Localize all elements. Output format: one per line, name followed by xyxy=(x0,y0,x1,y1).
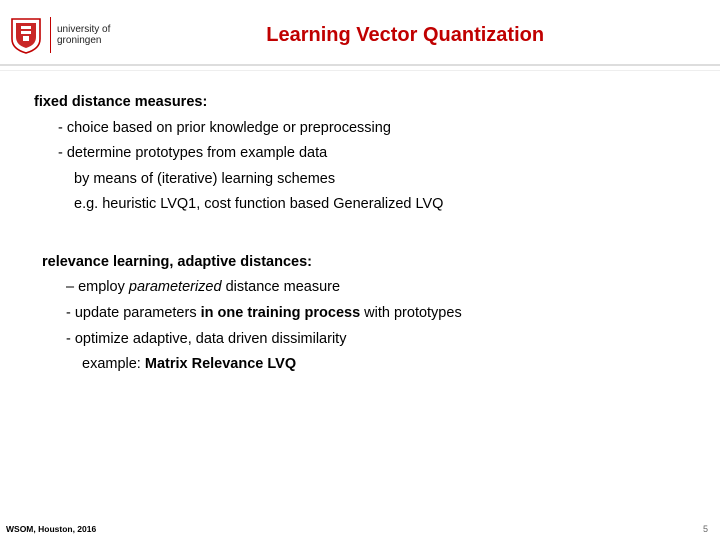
section1-head-text: fixed distance measures: xyxy=(34,94,207,110)
rule-thick xyxy=(0,64,720,66)
logo-block: university of groningen xyxy=(8,15,110,55)
uni-line1: university of xyxy=(57,24,110,35)
s2-b1-post: distance measure xyxy=(222,279,340,295)
divider xyxy=(50,17,51,53)
uni-line2: groningen xyxy=(57,35,110,46)
s2-bullet1: – employ parameterized distance measure xyxy=(42,278,686,298)
s2-b2-bold: in one training process xyxy=(201,305,361,321)
footer-text: WSOM, Houston, 2016 xyxy=(6,524,96,534)
university-name: university of groningen xyxy=(57,24,110,46)
section2-head-text: relevance learning, adaptive distances: xyxy=(42,254,312,270)
s2-ex-pre: example: xyxy=(82,356,145,372)
s2-example: example: Matrix Relevance LVQ xyxy=(42,355,686,375)
s2-bullet2: - update parameters in one training proc… xyxy=(42,304,686,324)
s1-bullet2: - determine prototypes from example data xyxy=(34,144,686,164)
s2-b1-pre: – employ xyxy=(66,279,129,295)
s2-bullet3: - optimize adaptive, data driven dissimi… xyxy=(42,330,686,350)
section2-head: relevance learning, adaptive distances: xyxy=(42,253,686,273)
s1-bullet2a: by means of (iterative) learning schemes xyxy=(34,170,686,190)
s2-ex-bold: Matrix Relevance LVQ xyxy=(145,356,296,372)
s1-bullet1: - choice based on prior knowledge or pre… xyxy=(34,119,686,139)
university-crest-icon xyxy=(8,15,44,55)
s1-bullet2b: e.g. heuristic LVQ1, cost function based… xyxy=(34,195,686,215)
section2: relevance learning, adaptive distances: … xyxy=(34,253,686,375)
s2-b1-em: parameterized xyxy=(129,279,222,295)
section1-head: fixed distance measures: xyxy=(34,93,686,113)
header: university of groningen Learning Vector … xyxy=(0,0,720,62)
slide-title: Learning Vector Quantization xyxy=(110,24,720,47)
s2-b2-pre: - update parameters xyxy=(66,305,201,321)
s2-b2-post: with prototypes xyxy=(360,305,462,321)
page-number: 5 xyxy=(703,524,708,534)
content: fixed distance measures: - choice based … xyxy=(0,71,720,375)
